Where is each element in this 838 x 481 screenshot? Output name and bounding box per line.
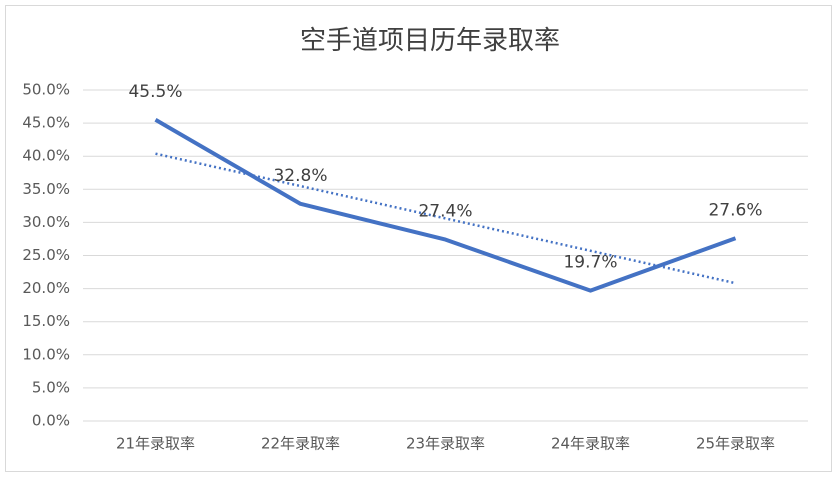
y-tick-label: 40.0% [22,147,70,165]
data-label: 45.5% [128,82,182,102]
x-tick-label: 24年录取率 [551,435,630,453]
y-tick-label: 50.0% [22,81,70,99]
y-tick-label: 15.0% [22,312,70,330]
y-tick-label: 30.0% [22,213,70,231]
y-tick-label: 20.0% [22,279,70,297]
y-tick-label: 25.0% [22,246,70,264]
x-tick-label: 22年录取率 [261,435,340,453]
x-tick-label: 21年录取率 [116,435,195,453]
data-label: 32.8% [273,166,327,186]
x-tick-label: 25年录取率 [696,435,775,453]
chart-border [5,5,832,472]
data-line [154,118,737,293]
y-tick-label: 45.0% [22,114,70,132]
y-tick-label: 5.0% [32,378,70,396]
x-tick-label: 23年录取率 [406,435,485,453]
y-tick-label: 35.0% [22,180,70,198]
data-label: 19.7% [563,253,617,273]
chart-title: 空手道项目历年录取率 [300,26,560,56]
y-tick-label: 0.0% [32,412,70,430]
y-tick-label: 10.0% [22,345,70,363]
data-label: 27.4% [418,202,472,222]
trendline [155,152,736,285]
data-label: 27.6% [708,200,762,220]
